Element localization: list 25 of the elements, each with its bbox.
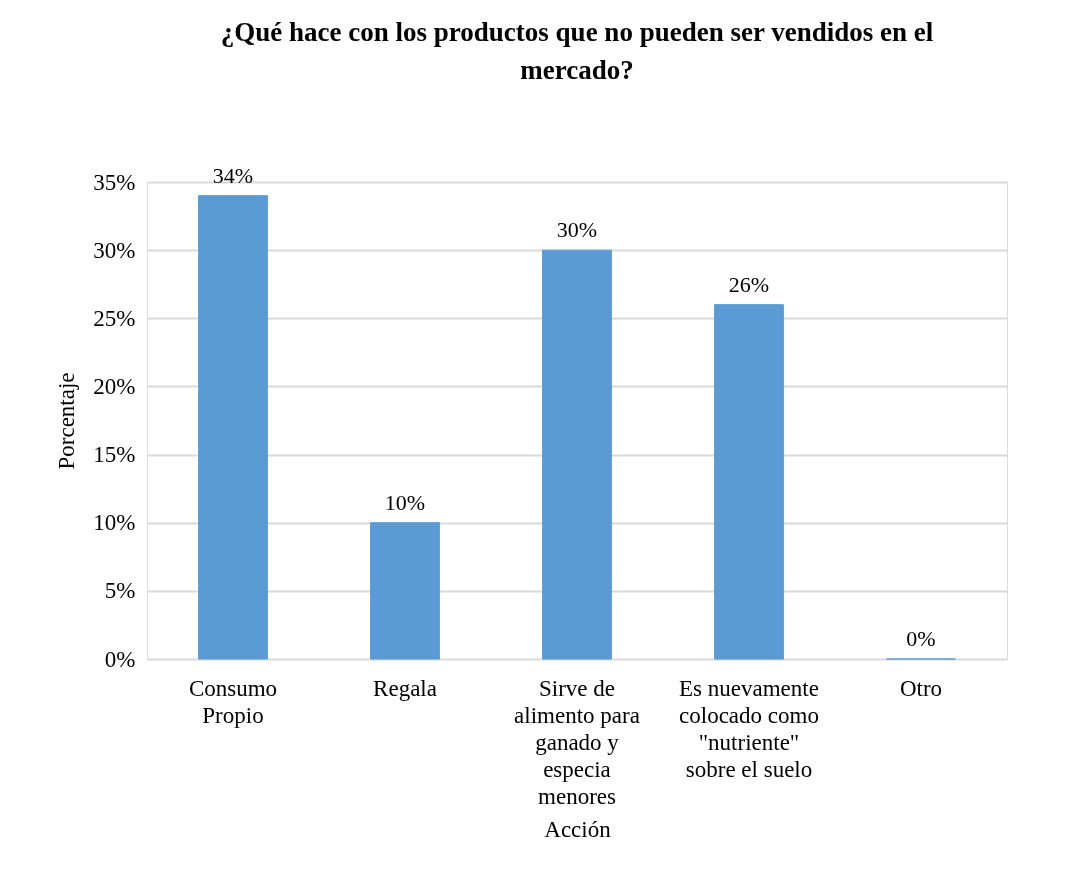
x-tick-label: Otro bbox=[899, 675, 943, 701]
y-tick-label: 0% bbox=[104, 646, 136, 672]
chart-title: ¿Qué hace con los productos que no pueden ser vendidos en el mercado? bbox=[220, 16, 934, 85]
y-tick-label: 5% bbox=[104, 578, 136, 604]
x-tick-label: Consumo Propio bbox=[188, 675, 278, 728]
y-tick-label: 15% bbox=[93, 442, 136, 468]
y-tick-label: 25% bbox=[93, 305, 136, 331]
y-tick-label: 10% bbox=[93, 510, 136, 536]
x-tick-label: Regala bbox=[373, 675, 437, 701]
x-tick-label: Sirve de alimento para ganado y especia menores bbox=[514, 675, 640, 809]
bar bbox=[714, 304, 784, 660]
x-axis-title: Acción bbox=[544, 816, 612, 842]
data-label: 26% bbox=[728, 271, 770, 297]
x-tick-label: Es nuevamente colocado como "nutriente" sobre el suelo bbox=[679, 675, 819, 782]
data-label: 10% bbox=[384, 489, 426, 515]
data-label: 34% bbox=[212, 162, 254, 188]
bar bbox=[370, 522, 440, 660]
data-label: 30% bbox=[556, 217, 598, 243]
y-tick-label: 30% bbox=[93, 237, 136, 263]
bar bbox=[198, 195, 268, 660]
y-tick-label: 20% bbox=[93, 373, 136, 399]
y-axis-title: Porcentaje bbox=[54, 372, 80, 470]
data-label: 0% bbox=[906, 626, 936, 651]
y-tick-label: 35% bbox=[93, 169, 136, 195]
bar bbox=[542, 249, 612, 660]
